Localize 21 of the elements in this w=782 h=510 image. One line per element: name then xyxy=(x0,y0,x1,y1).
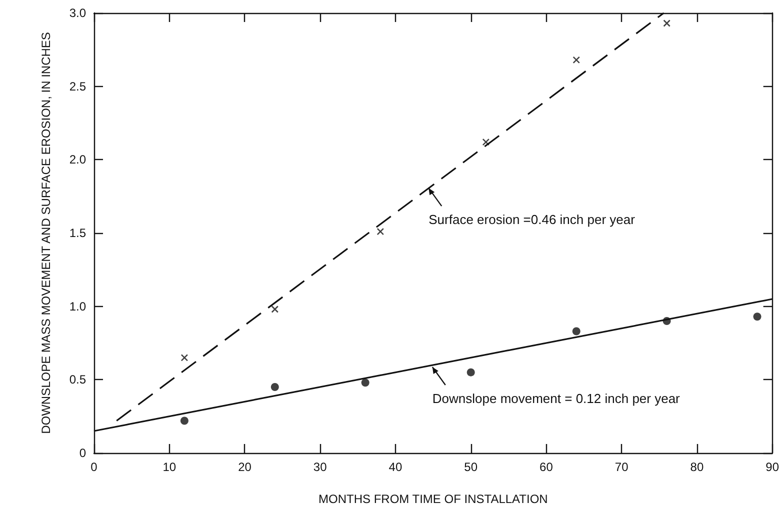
annotation: Surface erosion =0.46 inch per year xyxy=(428,212,635,228)
y-tick-label: 3.0 xyxy=(69,6,86,20)
y-axis-title: DOWNSLOPE MASS MOVEMENT AND SURFACE EROSION, IN INCHES xyxy=(39,32,53,434)
y-tick-label: 2.0 xyxy=(69,152,86,167)
x-tick-label: 10 xyxy=(162,460,176,474)
x-tick-label: 0 xyxy=(90,460,98,474)
x-tick-label: 50 xyxy=(464,460,478,474)
x-axis-title: MONTHS FROM TIME OF INSTALLATION xyxy=(318,492,548,506)
annotation: Downslope movement = 0.12 inch per year xyxy=(432,391,680,406)
y-tick-label: 1.0 xyxy=(69,299,86,314)
x-tick-label: 80 xyxy=(690,460,704,474)
x-tick-label: 90 xyxy=(766,460,780,474)
y-tick-label: 0.5 xyxy=(69,372,86,387)
y-tick-label: 2.5 xyxy=(69,79,86,94)
x-tick-label: 70 xyxy=(614,460,629,474)
y-tick-label: 1.5 xyxy=(69,226,86,240)
x-tick-label: 40 xyxy=(388,460,402,474)
x-tick-label: 30 xyxy=(313,460,328,474)
x-tick-label: 20 xyxy=(238,460,252,474)
x-tick-label: 60 xyxy=(540,460,554,474)
y-tick-label: 0 xyxy=(79,446,86,460)
